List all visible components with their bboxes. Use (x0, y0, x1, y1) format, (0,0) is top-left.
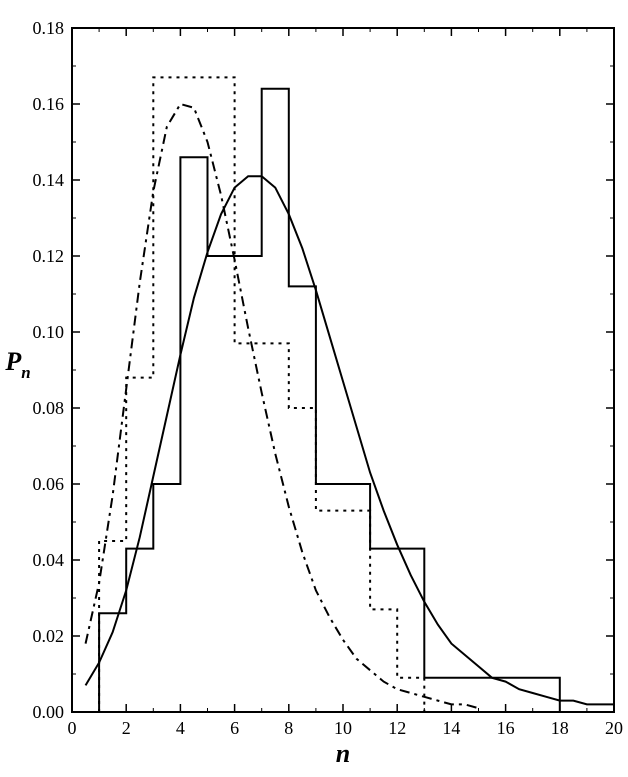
y-tick-label: 0.04 (33, 550, 65, 570)
y-tick-label: 0.08 (33, 398, 65, 418)
x-tick-label: 20 (605, 718, 623, 738)
curve-solid (86, 176, 614, 704)
x-tick-label: 12 (388, 718, 406, 738)
x-tick-label: 16 (497, 718, 515, 738)
x-tick-label: 2 (122, 718, 131, 738)
y-tick-label: 0.06 (33, 474, 65, 494)
y-axis-label: Pn (4, 347, 30, 382)
x-tick-label: 14 (442, 718, 460, 738)
x-tick-label: 0 (68, 718, 77, 738)
y-tick-label: 0.10 (33, 322, 65, 342)
curve-dashdot (86, 104, 479, 708)
y-tick-label: 0.14 (33, 170, 65, 190)
y-tick-label: 0.00 (33, 702, 65, 722)
y-tick-label: 0.02 (33, 626, 65, 646)
x-tick-label: 10 (334, 718, 352, 738)
chart-svg: 0 2 4 6 8 10 12 14 16 18 20 0.00 0.02 0.04 0.06 0.08 0.1… (0, 0, 628, 777)
plot-frame (72, 28, 614, 712)
chart-container: 0 2 4 6 8 10 12 14 16 18 20 0.00 0.02 0.04 0.06 0.08 0.1… (0, 0, 628, 777)
x-tick-label: 8 (284, 718, 293, 738)
x-tick-label: 6 (230, 718, 239, 738)
y-tick-label: 0.12 (33, 246, 65, 266)
x-tick-label: 4 (176, 718, 185, 738)
y-tick-label: 0.18 (33, 18, 65, 38)
x-tick-label: 18 (551, 718, 569, 738)
y-tick-label: 0.16 (33, 94, 65, 114)
x-axis-label: n (336, 739, 350, 768)
histogram-solid (99, 89, 560, 712)
